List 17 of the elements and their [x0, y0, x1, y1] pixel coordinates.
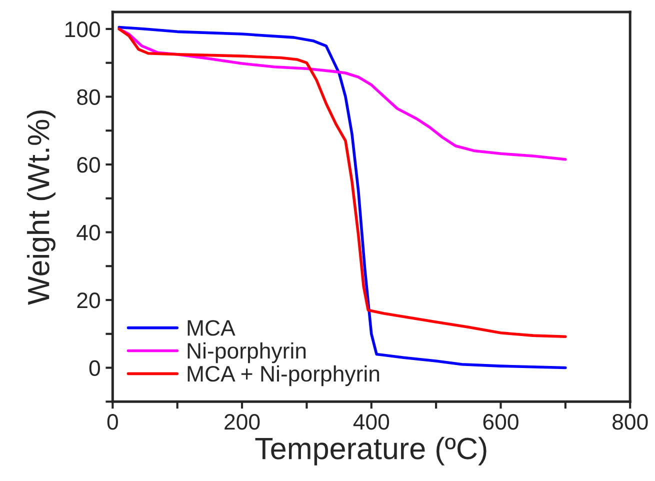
x-axis-title: Temperature (ºC)	[255, 436, 486, 466]
legend-label: Ni-porphyrin	[188, 342, 306, 364]
x-tick-label: 0	[107, 414, 118, 430]
y-tick-label: 100	[65, 22, 100, 38]
legend-label: MCA	[188, 320, 236, 336]
x-tick-label: 800	[612, 414, 648, 430]
y-tick-label: 60	[77, 157, 100, 173]
y-axis-title: Weight (Wt.%)	[26, 110, 56, 305]
y-tick-label: 80	[77, 89, 100, 105]
x-tick-label: 400	[353, 414, 390, 430]
y-tick-label: 40	[76, 224, 100, 241]
y-tick-label: 0	[89, 360, 100, 376]
y-tick-label: 20	[77, 292, 100, 308]
x-tick-label: 600	[483, 414, 518, 430]
x-tick-label: 200	[224, 414, 260, 430]
legend-label: MCA + Ni-porphyrin	[188, 365, 380, 386]
line-series	[118, 28, 567, 161]
